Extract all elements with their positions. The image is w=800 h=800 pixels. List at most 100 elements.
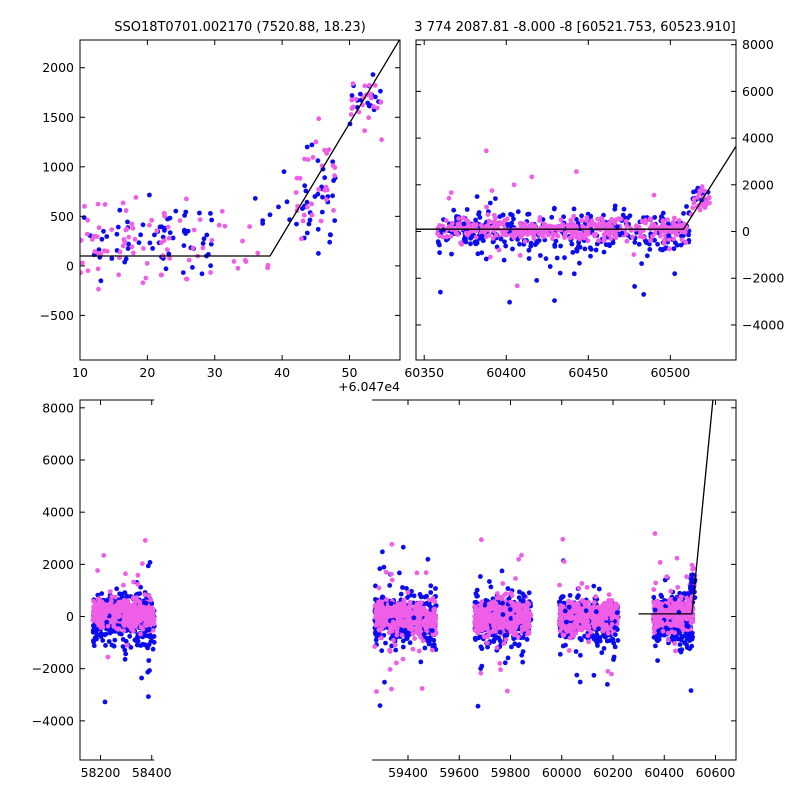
data-point-pink xyxy=(482,610,488,616)
data-point-pink xyxy=(367,82,372,88)
data-point-blue xyxy=(373,637,379,643)
data-point-blue xyxy=(322,175,328,181)
data-point-blue xyxy=(577,260,582,266)
y-tick-label: 0 xyxy=(742,224,750,239)
data-point-pink xyxy=(561,559,567,564)
y-tick-label: 0 xyxy=(66,609,74,624)
data-point-pink xyxy=(672,606,678,612)
data-point-blue xyxy=(316,251,321,256)
data-point-blue xyxy=(400,638,406,644)
data-point-pink xyxy=(102,202,108,207)
data-point-pink xyxy=(500,581,506,586)
data-point-pink xyxy=(131,579,137,585)
data-point-blue xyxy=(660,210,666,216)
data-point-blue xyxy=(528,243,534,249)
data-point-blue xyxy=(601,646,607,651)
data-point-blue xyxy=(507,299,512,305)
x-tick-label: 60400 xyxy=(486,365,526,380)
data-point-pink xyxy=(397,613,402,619)
data-point-pink xyxy=(605,630,611,636)
data-point-pink xyxy=(459,241,465,247)
data-point-pink xyxy=(136,607,142,613)
data-point-pink xyxy=(487,254,493,260)
data-point-pink xyxy=(691,196,697,202)
axis-break-bottom xyxy=(154,758,373,762)
data-point-blue xyxy=(424,601,429,606)
data-point-pink xyxy=(405,609,411,615)
data-point-pink xyxy=(419,686,425,691)
data-point-pink xyxy=(492,224,498,230)
data-point-blue xyxy=(508,616,514,621)
data-point-pink xyxy=(498,667,503,673)
data-point-pink xyxy=(624,238,630,244)
data-point-pink xyxy=(628,226,634,231)
data-point-pink xyxy=(379,626,384,632)
data-point-pink xyxy=(579,627,585,633)
data-point-blue xyxy=(474,593,480,599)
data-point-blue xyxy=(181,229,187,234)
data-point-blue xyxy=(200,241,206,246)
data-point-blue xyxy=(197,210,202,216)
fit-line xyxy=(416,145,736,230)
data-point-blue xyxy=(91,623,96,628)
data-point-pink xyxy=(80,237,84,243)
data-point-pink xyxy=(527,224,533,230)
data-point-blue xyxy=(496,635,501,641)
data-point-blue xyxy=(574,672,580,678)
data-point-pink xyxy=(100,625,106,630)
data-point-pink xyxy=(550,231,556,237)
data-point-pink xyxy=(316,116,322,122)
data-point-pink xyxy=(140,280,146,286)
data-point-pink xyxy=(109,594,115,599)
data-point-blue xyxy=(577,679,583,685)
data-point-pink xyxy=(660,628,666,634)
data-point-blue xyxy=(281,169,287,175)
data-point-pink xyxy=(432,606,437,612)
y-tick-label: 6000 xyxy=(42,453,74,468)
data-point-pink xyxy=(573,604,579,610)
data-point-blue xyxy=(102,632,108,638)
data-point-pink xyxy=(89,237,95,242)
data-point-blue xyxy=(557,651,563,657)
data-point-pink xyxy=(505,625,511,631)
data-point-pink xyxy=(484,623,490,628)
data-point-blue xyxy=(252,196,258,201)
data-point-pink xyxy=(122,617,127,623)
fit-line xyxy=(80,40,400,257)
data-point-blue xyxy=(488,584,494,590)
data-point-blue xyxy=(209,217,215,223)
data-point-blue xyxy=(104,619,110,625)
data-point-blue xyxy=(377,566,383,572)
data-point-pink xyxy=(322,147,327,153)
data-point-pink xyxy=(601,623,606,629)
data-point-blue xyxy=(524,637,530,642)
data-point-blue xyxy=(312,194,318,199)
data-point-pink xyxy=(566,648,572,653)
data-point-blue xyxy=(574,217,579,222)
data-point-blue xyxy=(582,246,588,252)
data-point-pink xyxy=(497,595,503,601)
data-point-pink xyxy=(383,608,388,613)
data-point-blue xyxy=(381,564,387,570)
data-point-blue xyxy=(583,608,589,614)
points-zoom-right xyxy=(435,148,712,305)
data-point-blue xyxy=(373,583,378,589)
data-point-pink xyxy=(117,608,122,614)
data-point-pink xyxy=(689,562,695,568)
data-point-pink xyxy=(122,239,128,245)
data-point-pink xyxy=(124,642,130,648)
data-point-blue xyxy=(591,583,597,589)
data-point-pink xyxy=(607,602,613,608)
data-point-pink xyxy=(486,232,492,238)
data-point-pink xyxy=(496,617,502,623)
data-point-pink xyxy=(120,200,126,206)
data-point-pink xyxy=(443,218,449,224)
data-point-blue xyxy=(349,93,355,98)
data-point-pink xyxy=(579,615,585,621)
data-point-blue xyxy=(150,646,156,652)
data-point-blue xyxy=(498,236,504,242)
data-point-pink xyxy=(571,234,576,240)
data-point-pink xyxy=(558,227,564,233)
data-point-blue xyxy=(327,239,333,245)
data-point-blue xyxy=(688,688,694,693)
